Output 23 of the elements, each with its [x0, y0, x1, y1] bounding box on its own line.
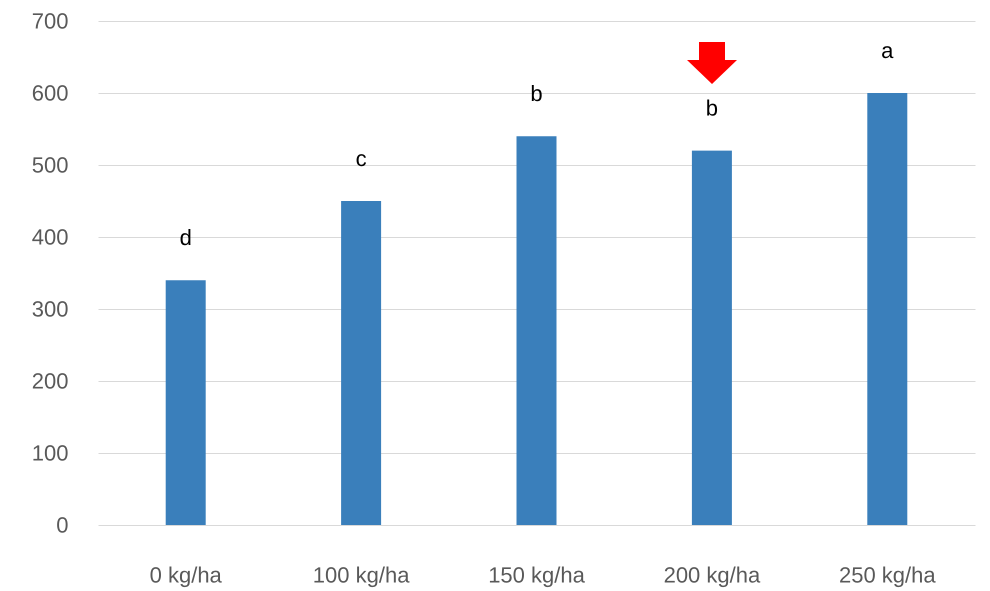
bar — [341, 201, 382, 525]
y-tick-label: 200 — [32, 368, 68, 394]
annotation: c — [356, 146, 367, 171]
bar — [867, 93, 908, 525]
y-tick-label: 500 — [32, 152, 68, 178]
bar — [166, 280, 206, 525]
bar — [516, 136, 556, 525]
x-tick-label: 200 kg/ha — [664, 562, 761, 588]
y-tick-label: 400 — [32, 224, 68, 250]
y-tick-label: 100 — [32, 440, 68, 466]
y-tick-label: 700 — [32, 8, 68, 34]
x-tick-label: 250 kg/ha — [838, 562, 936, 588]
annotation: d — [180, 225, 192, 250]
x-tick-label: 0 kg/ha — [150, 562, 223, 588]
y-tick-label: 0 — [56, 512, 68, 538]
bar — [692, 150, 732, 525]
annotation: b — [706, 96, 718, 121]
x-tick-label: 100 kg/ha — [312, 562, 410, 588]
annotation: a — [881, 38, 894, 63]
y-tick-label: 300 — [32, 296, 68, 322]
y-tick-label: 600 — [32, 80, 68, 106]
x-tick-label: 150 kg/ha — [488, 562, 586, 588]
annotation: b — [530, 81, 543, 106]
